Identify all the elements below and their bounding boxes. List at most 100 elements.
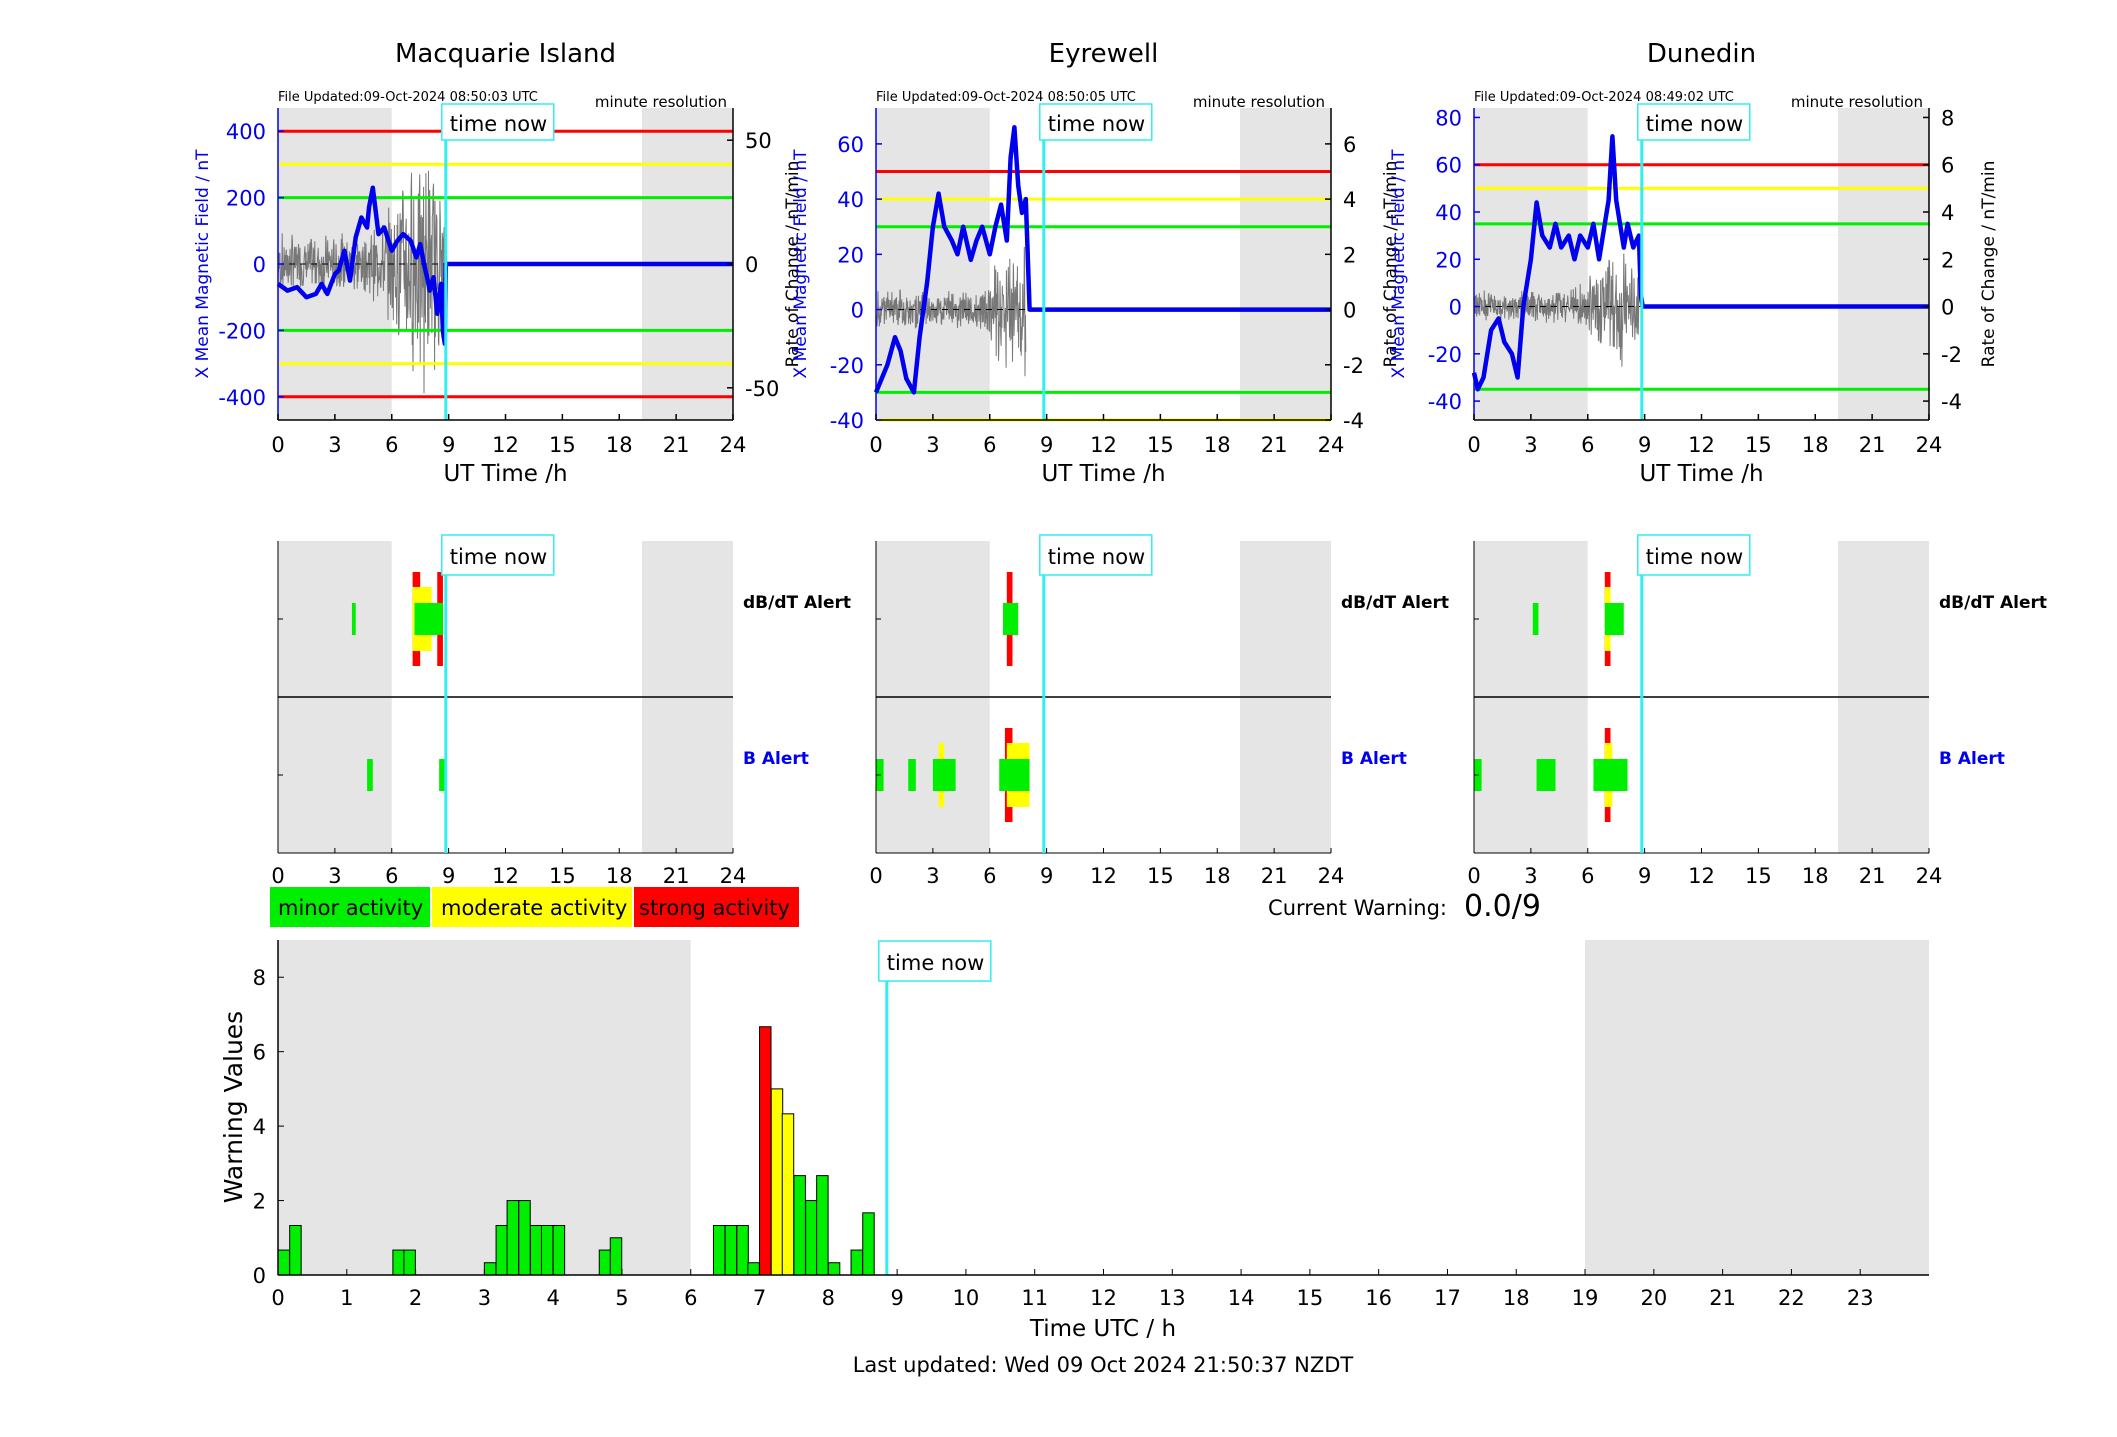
x-tick-label: 24 [1916, 433, 1943, 457]
warning-bar-minor [862, 1212, 875, 1276]
y-axis-label-right: Rate of Change / nT/min [1381, 161, 1401, 368]
dbdt-alert-label: dB/dT Alert [1341, 593, 1449, 613]
warning-x-tick-label: 15 [1297, 1286, 1324, 1310]
left-tick-label: -20 [1428, 343, 1462, 367]
file-updated: File Updated:09-Oct-2024 08:50:03 UTC [278, 90, 538, 105]
x-tick-label: 6 [385, 433, 398, 457]
warning-bar-minor [816, 1175, 829, 1276]
warning-x-tick-label: 9 [890, 1286, 903, 1310]
time-now-label: time now [1048, 112, 1145, 136]
field-line [276, 185, 733, 346]
x-tick-label: 6 [983, 433, 996, 457]
time-now-box [1637, 103, 1751, 141]
b-alert-mark-minor [999, 759, 1030, 791]
warning-x-tick-label: 22 [1778, 1286, 1805, 1310]
b-alert-mark-minor [1536, 759, 1556, 791]
x-axis-label: UT Time /h [1639, 461, 1763, 487]
x-tick-label: 24 [1318, 433, 1345, 457]
left-tick-label: 400 [226, 120, 266, 144]
left-tick-label: -400 [218, 386, 266, 410]
current-warning-value: 0.0/9 [1464, 889, 1541, 924]
warning-bar-minor [277, 1249, 290, 1276]
warning-x-tick-label: 7 [753, 1286, 766, 1310]
rate-of-change-line [1473, 253, 1642, 367]
x-tick-label: 18 [606, 864, 633, 888]
warning-x-tick-label: 8 [822, 1286, 835, 1310]
x-tick-label: 18 [1204, 864, 1231, 888]
x-tick-label: 0 [271, 864, 284, 888]
time-now-label: time now [1646, 545, 1743, 569]
warning-bar-minor [392, 1249, 405, 1276]
b-alert-mark-minor [367, 759, 373, 791]
left-tick-label: 0 [851, 299, 864, 323]
x-tick-label: 12 [492, 433, 519, 457]
warning-x-tick-label: 14 [1228, 1286, 1255, 1310]
dbdt-alert-mark-minor [1532, 603, 1539, 635]
warning-x-tick-label: 3 [478, 1286, 491, 1310]
left-tick-label: 40 [837, 188, 864, 212]
warning-x-tick-label: 19 [1572, 1286, 1599, 1310]
warning-x-tick-label: 12 [1090, 1286, 1117, 1310]
left-tick-label: 40 [1435, 201, 1462, 225]
y-axis-label-left: X Mean Magnetic Field / nT [791, 149, 811, 379]
time-now-box [441, 103, 555, 141]
warning-x-tick-label: 10 [953, 1286, 980, 1310]
x-tick-label: 9 [1638, 433, 1651, 457]
x-tick-label: 15 [1147, 864, 1174, 888]
warning-x-tick-label: 23 [1847, 1286, 1874, 1310]
left-tick-label: 0 [253, 253, 266, 277]
x-tick-label: 3 [328, 864, 341, 888]
warning-bar-minor [540, 1224, 554, 1276]
right-tick-label: 6 [1343, 133, 1356, 157]
night-shading [876, 108, 990, 420]
x-tick-label: 0 [869, 864, 882, 888]
file-updated: File Updated:09-Oct-2024 08:49:02 UTC [1474, 90, 1734, 105]
left-tick-label: 60 [1435, 154, 1462, 178]
b-alert-mark-minor [932, 759, 956, 791]
x-tick-label: 15 [549, 864, 576, 888]
x-tick-label: 21 [1261, 433, 1288, 457]
left-tick-label: -40 [1428, 390, 1462, 414]
night-shading [1240, 108, 1331, 420]
left-tick-label: 80 [1435, 106, 1462, 130]
x-tick-label: 3 [328, 433, 341, 457]
station-title: Eyrewell [1049, 39, 1159, 69]
right-tick-label: -50 [745, 377, 779, 401]
warning-bar-minor [724, 1224, 738, 1276]
warning-x-axis-label: Time UTC / h [1029, 1316, 1176, 1342]
x-tick-label: 3 [926, 864, 939, 888]
warning-bar-minor [506, 1200, 520, 1276]
right-tick-label: -2 [1941, 343, 1962, 367]
dbdt-alert-mark-minor [1003, 603, 1019, 635]
last-updated: Last updated: Wed 09 Oct 2024 21:50:37 N… [853, 1353, 1354, 1377]
b-alert-mark-minor [439, 759, 445, 791]
right-tick-label: 4 [1941, 201, 1954, 225]
x-tick-label: 12 [1688, 433, 1715, 457]
x-tick-label: 12 [492, 864, 519, 888]
warning-bar-minor [736, 1224, 749, 1276]
right-tick-label: 0 [745, 253, 758, 277]
field-line [1471, 134, 1929, 392]
file-updated: File Updated:09-Oct-2024 08:50:05 UTC [876, 90, 1136, 105]
b-alert-mark-minor [1593, 759, 1628, 791]
legend-moderate-label: moderate activity [441, 896, 627, 920]
resolution-label: minute resolution [1791, 93, 1923, 111]
x-tick-label: 0 [869, 433, 882, 457]
x-tick-label: 24 [720, 864, 747, 888]
night-shading [1585, 940, 1929, 1275]
dbdt-alert-label: dB/dT Alert [743, 593, 851, 613]
b-alert-label: B Alert [1341, 749, 1407, 769]
x-tick-label: 9 [1040, 433, 1053, 457]
y-axis-label-right: Rate of Change / nT/min [783, 161, 803, 368]
right-tick-label: 0 [1343, 299, 1356, 323]
x-tick-label: 0 [1467, 433, 1480, 457]
warning-bar-minor [289, 1224, 302, 1276]
x-tick-label: 12 [1688, 864, 1715, 888]
x-tick-label: 15 [1147, 433, 1174, 457]
x-tick-label: 6 [385, 864, 398, 888]
warning-x-tick-label: 0 [271, 1286, 284, 1310]
x-tick-label: 21 [1261, 864, 1288, 888]
right-tick-label: 2 [1941, 248, 1954, 272]
time-now-label: time now [887, 951, 984, 975]
